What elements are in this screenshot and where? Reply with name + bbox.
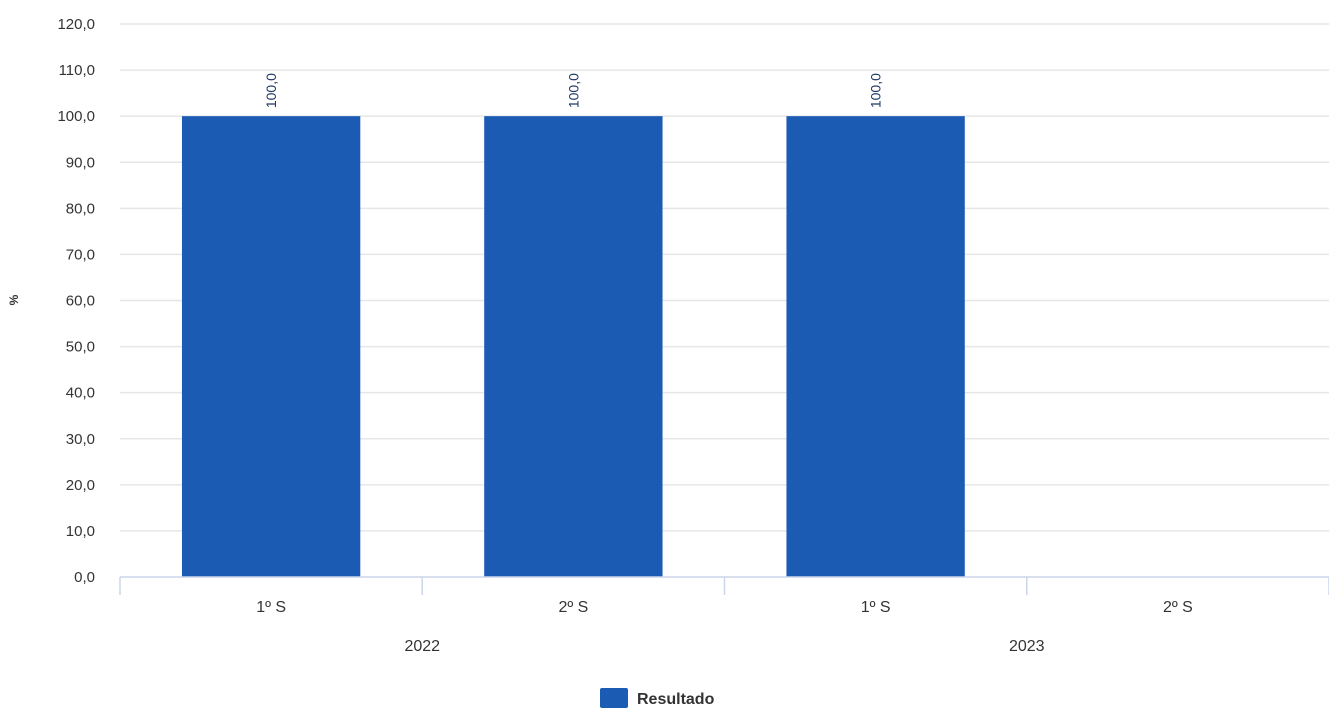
y-axis-title: % (7, 294, 21, 305)
legend-label[interactable]: Resultado (637, 691, 715, 708)
y-tick-label: 60,0 (66, 293, 95, 310)
bar-data-label: 100,0 (565, 73, 581, 108)
legend[interactable]: Resultado (600, 688, 715, 708)
bar (181, 116, 361, 578)
y-tick-label: 110,0 (59, 62, 95, 79)
x-category-label: 2º S (558, 599, 588, 616)
y-tick-label: 0,0 (74, 569, 95, 586)
y-tick-label: 90,0 (66, 154, 95, 171)
bar-layer (181, 116, 965, 578)
x-group-label: 2023 (1009, 638, 1045, 655)
y-tick-label: 50,0 (66, 339, 95, 356)
x-category-label: 2º S (1163, 599, 1193, 616)
y-tick-label: 80,0 (66, 200, 95, 217)
legend-swatch[interactable] (600, 688, 628, 708)
x-category-label: 1º S (861, 599, 891, 616)
label-layer: 0,0 10,0 20,0 30,0 40,0 50,0 60,0 70,0 80,0 90,0 1… (57, 16, 1192, 655)
bar-data-label: 100,0 (868, 73, 884, 108)
axis-layer (119, 576, 1329, 595)
y-tick-label: 100,0 (57, 108, 95, 125)
x-group-label: 2022 (404, 638, 440, 655)
y-tick-label: 30,0 (66, 431, 95, 448)
x-category-label: 1º S (256, 599, 286, 616)
y-tick-label: 40,0 (66, 385, 95, 402)
y-tick-label: 70,0 (66, 246, 95, 263)
bar (786, 116, 965, 578)
y-tick-label: 20,0 (66, 477, 95, 494)
y-tick-label: 120,0 (57, 16, 95, 33)
y-tick-label: 10,0 (66, 523, 95, 540)
bar-data-label: 100,0 (263, 73, 279, 108)
bar (484, 116, 663, 578)
